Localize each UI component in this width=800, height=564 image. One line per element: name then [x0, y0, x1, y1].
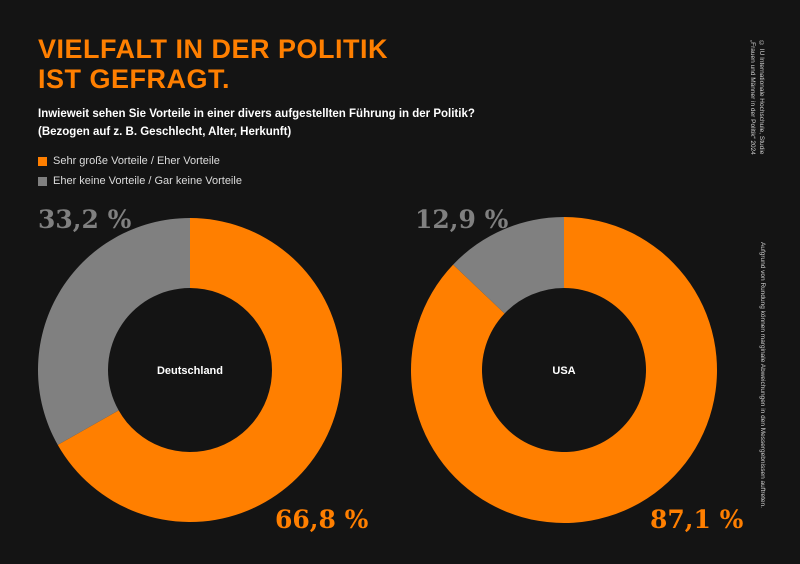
rounding-text: Aufgrund von Rundung können marginale Ab…	[759, 242, 766, 508]
legend: Sehr große Vorteile / Eher Vorteile Eher…	[38, 152, 242, 192]
question-line-2: (Bezogen auf z. B. Geschlecht, Alter, He…	[38, 126, 292, 138]
copyright-line-2: „Frauen und Männer in der Politik“ 2024	[749, 40, 756, 155]
question-line-1: Inwieweit sehen Sie Vorteile in einer di…	[38, 108, 475, 120]
legend-swatch-orange	[38, 156, 47, 166]
donut-0-value-label-0: 66,8 %	[275, 505, 369, 534]
donut-1-value-label-0: 87,1 %	[650, 505, 744, 534]
legend-item-negative: Eher keine Vorteile / Gar keine Vorteile	[38, 172, 242, 190]
title-line-1: VIELFALT IN DER POLITIK	[38, 34, 389, 64]
donut-1-center-label: USA	[552, 365, 575, 377]
donut-0-slice-0	[57, 218, 343, 522]
legend-label-positive: Sehr große Vorteile / Eher Vorteile	[53, 155, 220, 167]
donut-1-slice-0	[411, 217, 717, 523]
donut-0-value-label-1: 33,2 %	[38, 205, 132, 234]
donut-0-center-label: Deutschland	[157, 365, 223, 377]
copyright-note: © IU Internationale Hochschule, Studie „…	[748, 40, 766, 155]
legend-item-positive: Sehr große Vorteile / Eher Vorteile	[38, 152, 242, 170]
legend-swatch-gray	[38, 176, 47, 186]
legend-label-negative: Eher keine Vorteile / Gar keine Vorteile	[53, 175, 242, 187]
donut-0-slice-1	[37, 218, 191, 445]
rounding-note: Aufgrund von Rundung können marginale Ab…	[758, 242, 767, 508]
donut-1-slice-1	[453, 217, 564, 314]
donut-1-value-label-1: 12,9 %	[415, 205, 509, 234]
title-line-2: IST GEFRAGT.	[38, 64, 231, 94]
page-title: VIELFALT IN DER POLITIK IST GEFRAGT.	[38, 34, 388, 94]
copyright-line-1: © IU Internationale Hochschule, Studie	[758, 40, 765, 155]
survey-question: Inwieweit sehen Sie Vorteile in einer di…	[38, 105, 475, 141]
